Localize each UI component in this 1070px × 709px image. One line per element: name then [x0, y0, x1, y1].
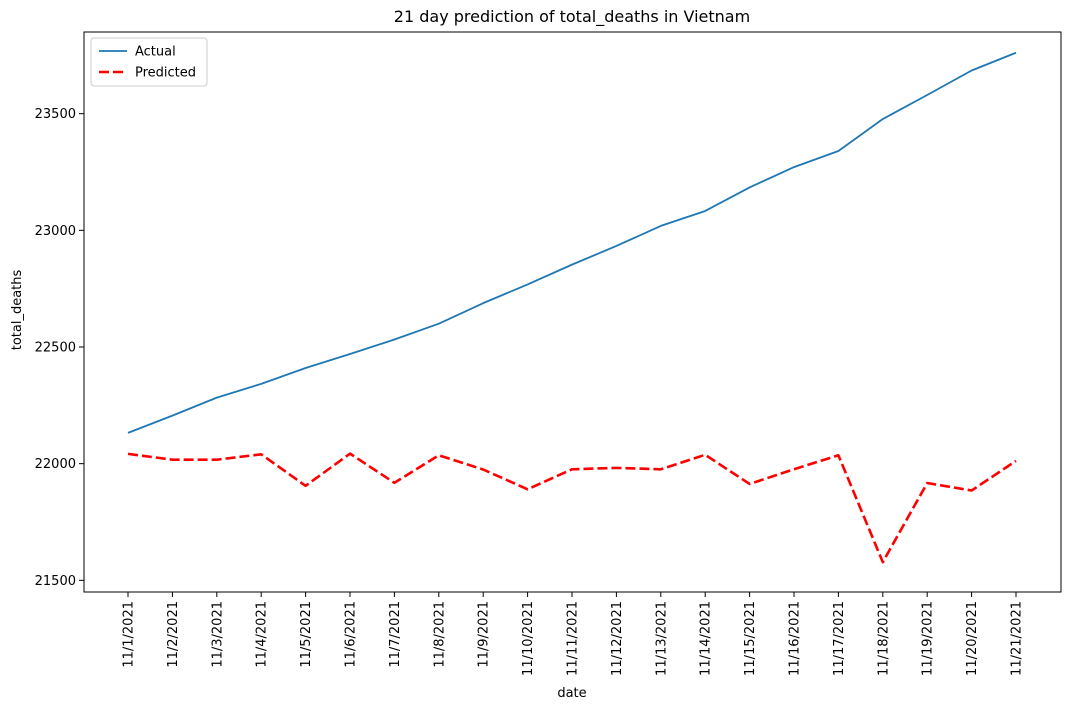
x-tick-label: 11/8/2021 [432, 601, 447, 668]
plot-frame [83, 31, 1062, 593]
x-tick-label: 11/21/2021 [1010, 601, 1025, 676]
plot-area: 21500 22000 22500 23000 23500 11/1/2021 11/2/2… [35, 31, 1062, 676]
x-tick-label: 11/5/2021 [299, 601, 314, 668]
x-tick-label: 11/18/2021 [876, 601, 891, 676]
legend-box [90, 37, 208, 87]
y-tick-label: 21500 [35, 574, 76, 589]
x-tick-label: 11/7/2021 [388, 601, 403, 668]
x-tick-label: 11/16/2021 [788, 601, 803, 676]
x-tick-label: 11/15/2021 [743, 601, 758, 676]
series-line-predicted [127, 452, 1017, 564]
x-tick-label: 11/17/2021 [832, 601, 847, 676]
x-tick-label: 11/11/2021 [566, 601, 581, 676]
x-tick-label: 11/2/2021 [166, 601, 181, 668]
x-tick-label: 11/9/2021 [477, 601, 492, 668]
y-tick-label: 22000 [35, 457, 76, 472]
x-tick-label: 11/19/2021 [921, 601, 936, 676]
x-tick-label: 11/6/2021 [344, 601, 359, 668]
x-tick-label: 11/3/2021 [210, 601, 225, 668]
x-tick-label: 11/20/2021 [965, 601, 980, 676]
series-line-actual [127, 51, 1017, 434]
x-tick-label: 11/14/2021 [699, 601, 714, 676]
x-tick-label: 11/13/2021 [654, 601, 669, 676]
y-tick-label: 23500 [35, 107, 76, 122]
legend-label-actual: Actual [135, 45, 176, 60]
legend: Actual Predicted [90, 37, 208, 87]
x-tick-label: 11/10/2021 [521, 601, 536, 676]
y-axis-label: total_deaths [10, 270, 25, 351]
x-tick-label: 11/1/2021 [122, 601, 137, 668]
y-tick-label: 23000 [35, 224, 76, 239]
x-tick-label: 11/4/2021 [255, 601, 270, 668]
legend-label-predicted: Predicted [135, 66, 196, 81]
x-axis-label: date [557, 686, 586, 701]
x-tick-label: 11/12/2021 [610, 601, 625, 676]
y-tick-label: 22500 [35, 341, 76, 356]
chart-title: 21 day prediction of total_deaths in Vie… [394, 7, 750, 27]
